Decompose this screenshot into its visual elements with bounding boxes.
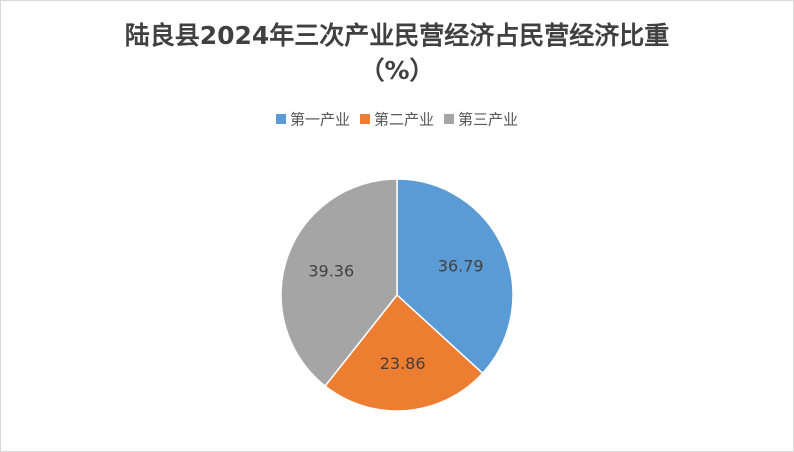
chart-title: （%） [359, 56, 434, 85]
legend-label: 第一产业 [290, 111, 350, 129]
legend-swatch [444, 114, 454, 124]
legend-swatch [360, 114, 370, 124]
data-label: 36.79 [438, 256, 484, 275]
pie-slice [324, 293, 484, 412]
data-label: 23.86 [380, 354, 426, 373]
pie-slice [280, 178, 398, 388]
legend-swatch [276, 114, 286, 124]
legend-label: 第二产业 [374, 111, 434, 129]
pie-slice [396, 178, 514, 375]
legend-label: 第三产业 [458, 111, 518, 129]
chart-title: 陆良县2024年三次产业民营经济占民营经济比重 [125, 21, 670, 50]
data-label: 39.36 [308, 262, 354, 281]
